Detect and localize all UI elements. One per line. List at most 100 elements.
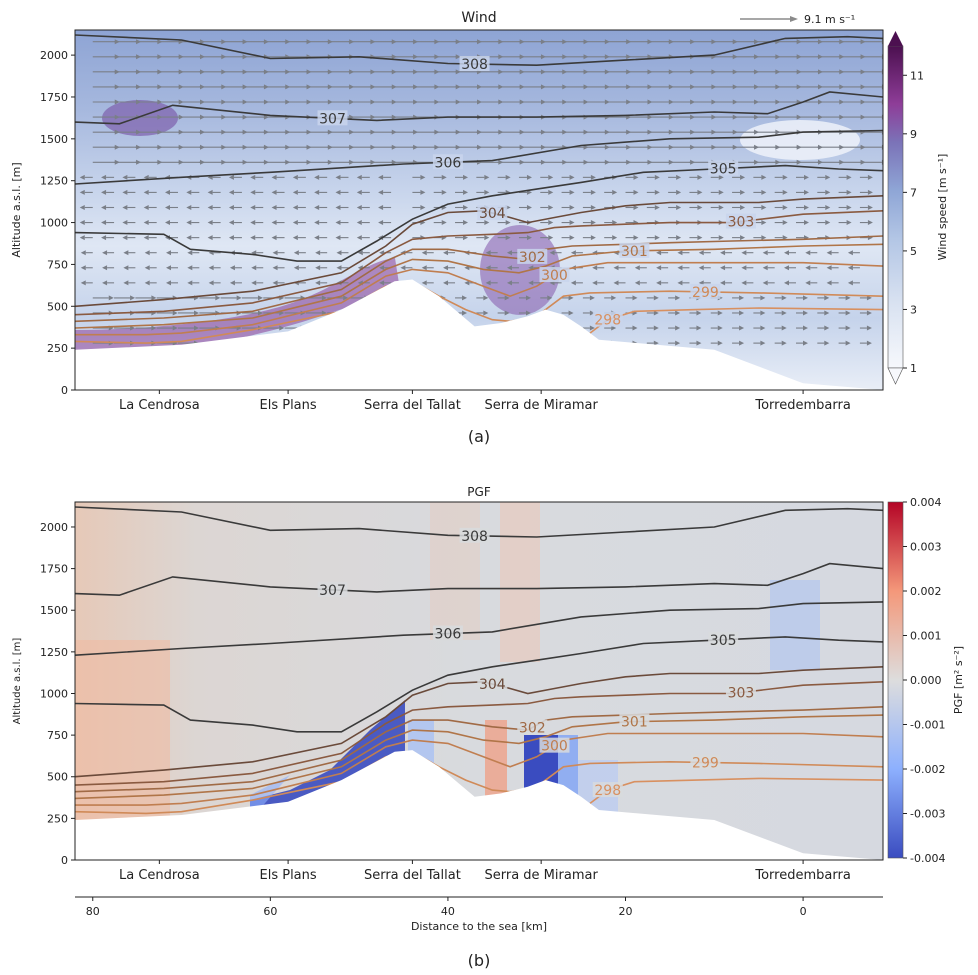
wind-vector-head — [740, 235, 746, 241]
wind-vector-head — [122, 220, 128, 226]
wind-vector-head — [782, 189, 788, 195]
wind-vector-head — [165, 265, 171, 271]
wind-vector-head — [505, 235, 511, 241]
wind-vector-head — [846, 204, 852, 210]
colorbar-tick-label: -0.004 — [910, 852, 945, 865]
wind-vector-head — [781, 340, 787, 346]
pgf-plot-frame — [74, 501, 884, 861]
wind-vector-head — [569, 235, 575, 241]
wind-vector-head — [717, 340, 723, 346]
wind-vector-head — [720, 250, 726, 256]
positive-pgf-patch — [75, 640, 170, 820]
wind-vector-head — [525, 295, 531, 301]
wind-vector-head — [130, 325, 136, 331]
wind-vector-head — [570, 250, 576, 256]
wind-vector-head — [101, 204, 107, 210]
wind-vector-head — [400, 265, 406, 271]
wind-vector-head — [443, 250, 449, 256]
isentrope-label: 308 — [461, 529, 488, 545]
wind-vector-head — [526, 235, 532, 241]
wind-vector-head — [613, 265, 619, 271]
location-label: Torredembarra — [754, 398, 850, 413]
wind-vector-head — [612, 189, 618, 195]
isentrope-label: 305 — [710, 633, 737, 649]
colorbar-tick-label: -0.002 — [910, 763, 945, 776]
wind-vector-head — [781, 295, 787, 301]
wind-vector-head — [229, 265, 235, 271]
wind-vector-head — [102, 250, 108, 256]
pgf-panel-title: PGF — [467, 485, 491, 499]
isentrope-label-bg — [592, 311, 623, 327]
wind-vector-head — [720, 280, 726, 286]
wind-vector-head — [824, 340, 830, 346]
wind-vector-head — [483, 295, 489, 301]
colorbar-tick-label: 1 — [910, 362, 917, 375]
wind-vector-head — [526, 174, 532, 180]
pgf-colorbar-label: PGF [m² s⁻²] — [952, 646, 965, 714]
isentrope-label: 301 — [621, 244, 648, 260]
wind-colorbar-extend-min — [887, 367, 904, 385]
wind-vector-head — [292, 235, 298, 241]
wind-vector-head — [740, 204, 746, 210]
y-tick-label: 750 — [47, 729, 68, 742]
wind-vector-head — [802, 295, 808, 301]
isentrope-label-bg — [708, 631, 739, 647]
isentrope-label: 303 — [728, 685, 755, 701]
wind-vector-head — [675, 340, 681, 346]
wind-vector-head — [378, 174, 384, 180]
wind-vector-head — [612, 235, 618, 241]
wind-vector-head — [782, 220, 788, 226]
isentrope-label-bg — [317, 110, 348, 126]
wind-vector-head — [781, 310, 787, 316]
wind-vector-head — [271, 235, 277, 241]
pgf-colorbar-ticks: 0.004 0.003 0.002 0.001 0.000 -0.001 -0.002 -0.… — [903, 496, 945, 865]
isentrope-label: 304 — [479, 206, 506, 222]
location-label: Els Plans — [260, 398, 317, 413]
wind-vector-head — [292, 189, 298, 195]
wind-vector-head — [632, 325, 638, 331]
wind-vector-head — [314, 220, 320, 226]
wind-vector-head — [698, 250, 704, 256]
wind-vector-head — [250, 235, 256, 241]
wind-vector-head — [739, 325, 745, 331]
colorbar-tick-label: 0.000 — [910, 674, 942, 687]
wind-vector-head — [654, 235, 660, 241]
wind-vector-head — [783, 250, 789, 256]
wind-vector-head — [761, 189, 767, 195]
wind-vector-head — [611, 295, 617, 301]
location-label: Serra del Tallat — [364, 398, 461, 413]
wind-vector-head — [186, 235, 192, 241]
wind-vector-head — [867, 174, 873, 180]
x-tick-label: 0 — [800, 905, 807, 918]
colorbar-tick-label: 0.004 — [910, 496, 942, 509]
wind-vector-head — [802, 325, 808, 331]
wind-vector-head — [193, 310, 199, 316]
wind-vector-head — [677, 250, 683, 256]
wind-vector-head — [697, 189, 703, 195]
isentropes: 308 307 306 305 304 303 302 301 300 299 298 — [75, 506, 883, 815]
y-tick-label: 0 — [61, 384, 68, 397]
wind-vector-head — [228, 174, 234, 180]
wind-vector-head — [164, 220, 170, 226]
wind-vector-head — [123, 280, 129, 286]
isentrope-label: 300 — [541, 268, 568, 284]
wind-vector-head — [762, 265, 768, 271]
terrain-mask — [75, 750, 883, 860]
wind-vector-head — [505, 174, 511, 180]
wind-vector-head — [186, 204, 192, 210]
wind-vector-head — [760, 295, 766, 301]
wind-vector-head — [484, 174, 490, 180]
wind-vector-head — [569, 174, 575, 180]
isentrope-label-bg — [539, 737, 570, 753]
wind-vector-head — [528, 280, 534, 286]
wind-vector-head — [101, 235, 107, 241]
wind-vector-head — [484, 189, 490, 195]
wind-vector-head — [343, 295, 349, 301]
wind-vector-head — [654, 204, 660, 210]
wind-vector-head — [506, 280, 512, 286]
wind-vector-head — [676, 174, 682, 180]
colorbar-tick-label: 0.002 — [910, 585, 942, 598]
y-tick-label: 1250 — [40, 646, 68, 659]
y-tick-label: 250 — [47, 812, 68, 825]
isentrope-304 — [75, 195, 883, 308]
